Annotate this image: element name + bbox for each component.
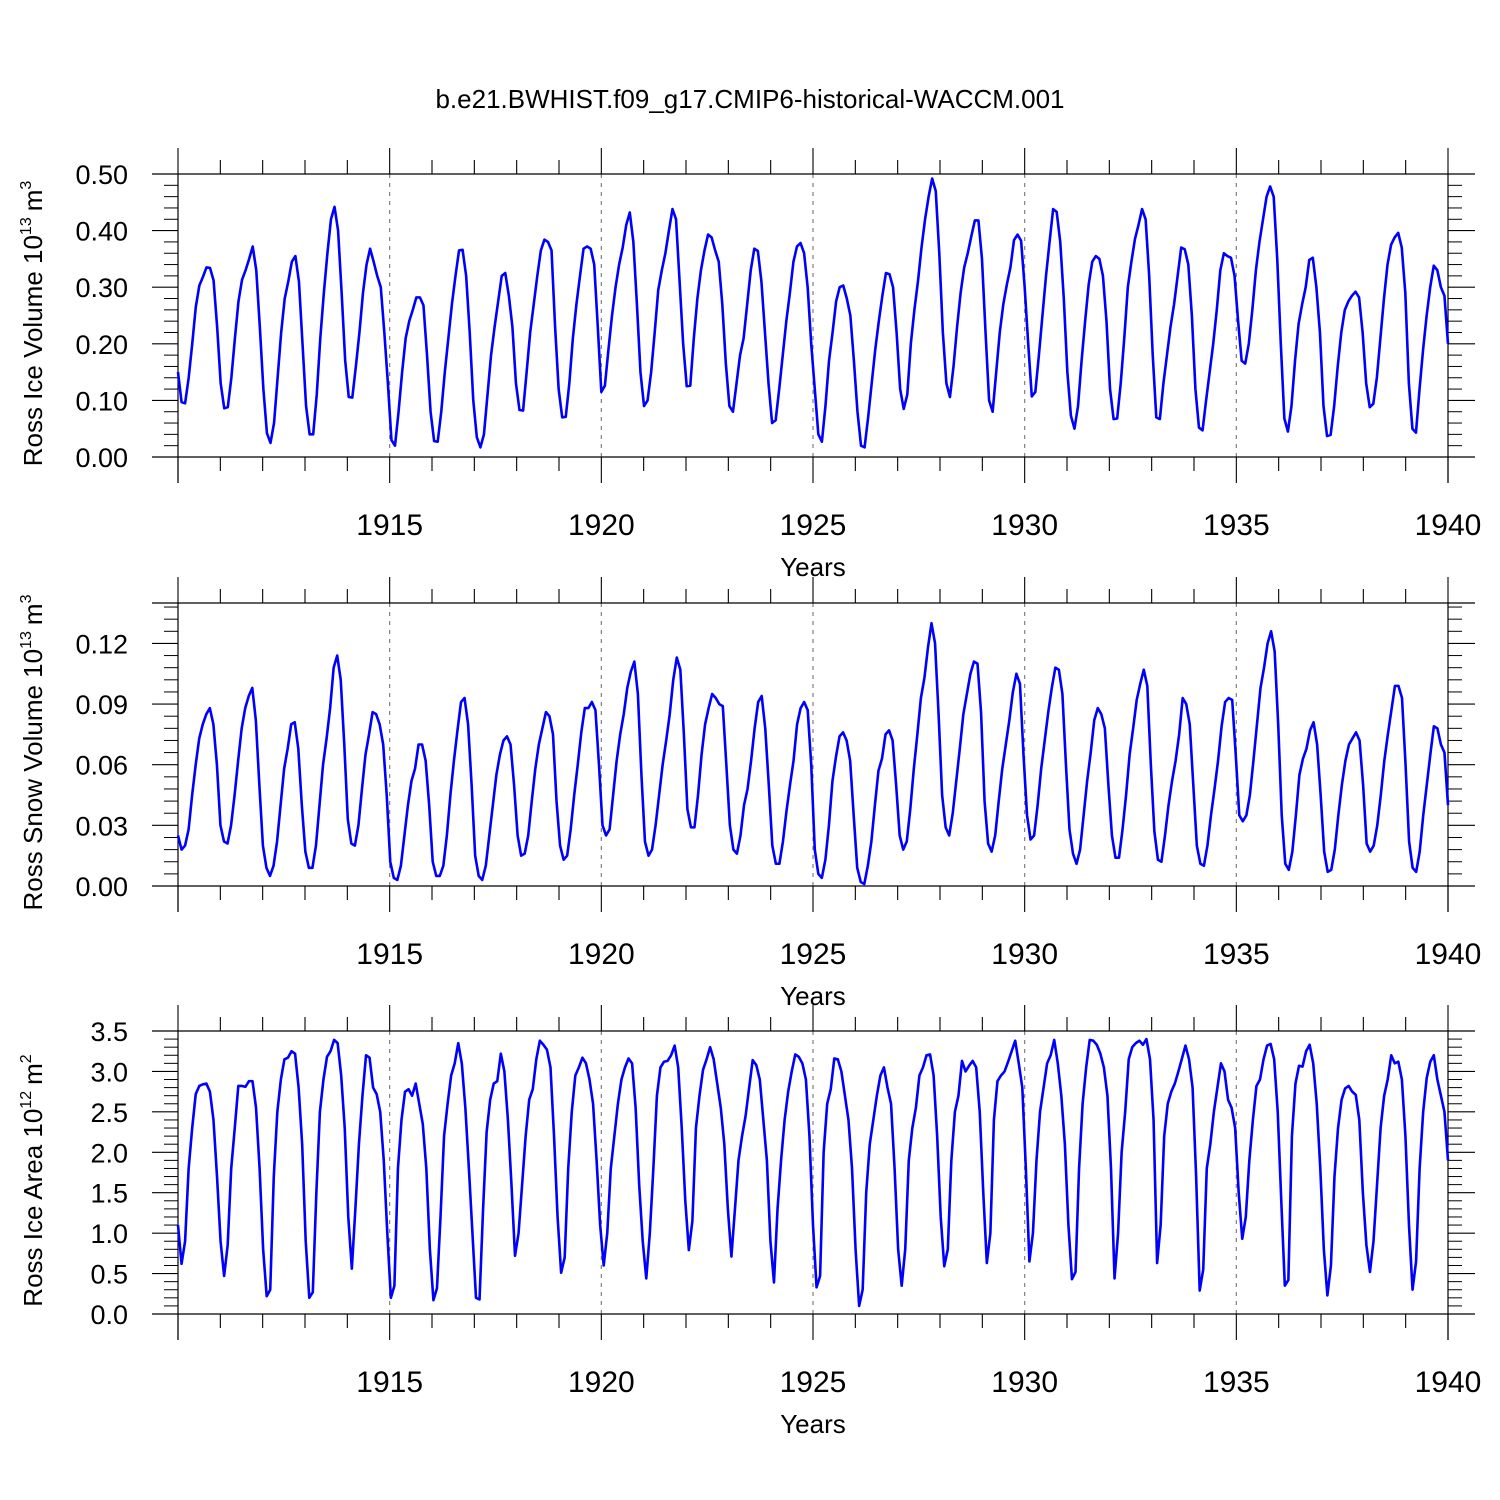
y-tick-label: 0.12	[75, 629, 128, 659]
y-tick-label: 3.0	[90, 1057, 128, 1087]
x-tick-label: 1915	[356, 1366, 423, 1399]
x-tick-label: 1930	[991, 938, 1058, 971]
y-tick-label: 0.5	[90, 1260, 128, 1290]
y-axis-label: Ross Snow Volume 1013 m3	[18, 594, 48, 910]
x-tick-label: 1920	[568, 509, 635, 542]
y-axis-label: Ross Ice Area 1012 m2	[18, 1054, 48, 1306]
y-tick-label: 1.5	[90, 1179, 128, 1209]
y-tick-label: 1.0	[90, 1219, 128, 1249]
x-tick-label: 1930	[991, 1366, 1058, 1399]
y-axis-label: Ross Ice Volume 1013 m3	[18, 181, 48, 467]
x-tick-label: 1940	[1415, 509, 1482, 542]
y-axis-label-unit: m	[18, 603, 48, 625]
panel-snow-volume: 1915 1920 1925 1930 1935 1940Years0.000.030.0…	[18, 577, 1481, 1011]
panel-ice-volume: 1915 1920 1925 1930 1935 1940Years0.000.100.2…	[18, 148, 1481, 582]
x-tick-label: 1940	[1415, 1366, 1482, 1399]
panels: 1915 1920 1925 1930 1935 1940 Years 0.00 0.10 0.2…	[18, 148, 1481, 1439]
x-tick-label: 1920	[568, 938, 635, 971]
y-axis-label-exponent: 12	[18, 1091, 35, 1109]
y-tick-label: 0.50	[75, 160, 128, 190]
panel-ice-area: 1915 1920 1925 1930 1935 1940 Years 0.0 0.5 1.0 1.…	[18, 1005, 1481, 1439]
y-tick-label: 0.30	[75, 273, 128, 303]
x-tick-label: 1920	[568, 1366, 635, 1399]
y-tick-label: 0.03	[75, 811, 128, 841]
y-tick-label: 2.0	[90, 1138, 128, 1168]
y-axis-label-unit: m	[18, 1063, 48, 1085]
y-axis-label-text: Ross Ice Volume 10	[18, 235, 48, 466]
y-axis-label-exponent: 13	[18, 217, 35, 235]
series-line	[176, 621, 1450, 886]
x-tick-label: 1925	[780, 938, 847, 971]
y-tick-label: 0.40	[75, 217, 128, 247]
x-tick-label: 1925	[780, 509, 847, 542]
y-tick-label: 3.5	[90, 1017, 128, 1047]
y-tick-label: 0.00	[75, 872, 128, 902]
y-tick-label: 0.06	[75, 751, 128, 781]
x-tick-label: 1935	[1203, 938, 1270, 971]
y-tick-label: 0.09	[75, 690, 128, 720]
y-tick-label: 2.5	[90, 1098, 128, 1128]
y-axis-label-text: Ross Ice Area 10	[18, 1109, 48, 1307]
x-tick-label: 1940	[1415, 938, 1482, 971]
y-axis-label-unit: m	[18, 190, 48, 212]
y-axis-label-unit-exponent: 3	[18, 594, 35, 603]
x-tick-label: 1935	[1203, 509, 1270, 542]
y-axis-label-exponent: 13	[18, 631, 35, 649]
y-tick-label: 0.0	[90, 1300, 128, 1330]
y-axis-label-unit-exponent: 3	[18, 181, 35, 190]
figure-title: b.e21.BWHIST.f09_g17.CMIP6-historical-WA…	[435, 84, 1064, 114]
x-tick-label: 1925	[780, 1366, 847, 1399]
y-tick-label: 0.20	[75, 330, 128, 360]
series-line	[176, 1037, 1450, 1308]
y-tick-label: 0.00	[75, 443, 128, 473]
x-tick-label: 1915	[356, 509, 423, 542]
y-axis-label-text: Ross Snow Volume 10	[18, 649, 48, 911]
x-tick-label: 1935	[1203, 1366, 1270, 1399]
y-tick-label: 0.10	[75, 386, 128, 416]
x-tick-label: 1930	[991, 509, 1058, 542]
series-line	[176, 177, 1450, 449]
x-axis-label: Years	[780, 1409, 846, 1439]
x-tick-label: 1915	[356, 938, 423, 971]
y-axis-label-unit-exponent: 2	[18, 1054, 35, 1063]
